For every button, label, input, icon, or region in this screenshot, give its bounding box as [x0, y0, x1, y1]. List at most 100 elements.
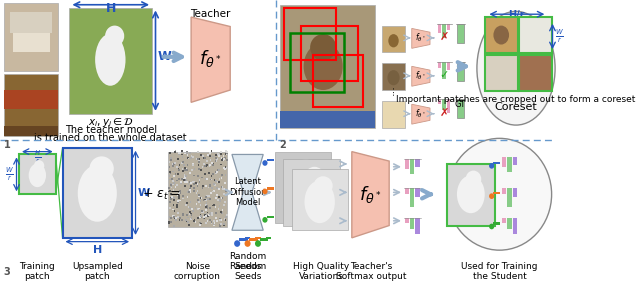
Bar: [196, 190, 198, 192]
Bar: [204, 165, 205, 167]
Bar: [196, 192, 197, 194]
Bar: [520, 17, 552, 53]
Bar: [209, 184, 211, 186]
Bar: [170, 197, 172, 199]
Bar: [410, 218, 414, 229]
Bar: [188, 183, 189, 185]
Bar: [172, 209, 174, 210]
Bar: [283, 159, 340, 226]
Bar: [173, 217, 175, 219]
Bar: [170, 201, 171, 203]
Bar: [205, 199, 207, 201]
Bar: [174, 162, 176, 164]
Bar: [197, 208, 199, 210]
Bar: [190, 218, 191, 220]
Bar: [200, 197, 202, 199]
Bar: [177, 216, 179, 218]
Bar: [186, 214, 188, 216]
Ellipse shape: [262, 189, 268, 194]
Bar: [205, 185, 207, 187]
Bar: [186, 152, 188, 154]
Ellipse shape: [296, 171, 326, 214]
Bar: [181, 162, 183, 164]
Bar: [213, 204, 215, 206]
Bar: [208, 172, 210, 174]
Bar: [168, 187, 170, 189]
Bar: [204, 217, 205, 219]
Bar: [218, 169, 220, 171]
Bar: [197, 151, 199, 153]
Bar: [225, 167, 227, 169]
Text: Noise
corruption: Noise corruption: [173, 261, 221, 281]
Ellipse shape: [105, 26, 124, 47]
Bar: [217, 181, 219, 183]
Bar: [179, 178, 180, 180]
Bar: [189, 212, 191, 213]
Text: $\frac{H}{r}$: $\frac{H}{r}$: [34, 149, 41, 166]
Bar: [172, 171, 174, 172]
Bar: [168, 221, 170, 223]
Ellipse shape: [305, 180, 335, 223]
Bar: [405, 159, 409, 169]
Bar: [210, 159, 211, 161]
Bar: [223, 167, 225, 169]
Bar: [223, 188, 225, 190]
Bar: [174, 151, 176, 153]
Bar: [189, 152, 191, 154]
Text: Random
Seeds: Random Seeds: [229, 261, 266, 281]
Bar: [172, 178, 173, 180]
Bar: [212, 223, 214, 225]
Polygon shape: [412, 28, 430, 48]
Bar: [10, 12, 52, 33]
Bar: [195, 221, 196, 223]
Bar: [170, 173, 172, 175]
Bar: [200, 197, 202, 199]
Bar: [191, 217, 193, 219]
Bar: [170, 193, 172, 195]
Bar: [182, 213, 184, 215]
Bar: [179, 190, 181, 192]
Bar: [198, 160, 200, 162]
Bar: [204, 214, 206, 216]
Bar: [199, 216, 201, 218]
Bar: [205, 206, 207, 208]
Text: 2: 2: [279, 140, 285, 150]
Bar: [168, 175, 170, 177]
Ellipse shape: [90, 156, 114, 181]
Bar: [196, 203, 197, 204]
Ellipse shape: [296, 159, 316, 178]
Bar: [223, 155, 224, 157]
Ellipse shape: [234, 240, 240, 247]
Bar: [405, 188, 409, 194]
Bar: [182, 214, 184, 216]
Text: W: W: [138, 188, 150, 198]
Bar: [216, 220, 218, 222]
Bar: [184, 176, 186, 178]
Bar: [220, 201, 221, 202]
Bar: [190, 157, 191, 159]
Bar: [198, 158, 200, 160]
Bar: [184, 167, 186, 169]
Bar: [382, 102, 405, 128]
Bar: [191, 185, 192, 187]
Bar: [513, 157, 517, 165]
Bar: [171, 186, 172, 188]
Bar: [197, 158, 199, 160]
Bar: [204, 199, 205, 201]
Bar: [180, 182, 182, 184]
Bar: [198, 181, 200, 183]
Bar: [210, 212, 212, 214]
Bar: [176, 180, 178, 182]
Bar: [217, 199, 219, 201]
Bar: [223, 224, 225, 226]
Bar: [206, 195, 208, 197]
Bar: [198, 194, 200, 196]
Bar: [206, 160, 207, 162]
Bar: [221, 174, 223, 175]
Text: GT: GT: [455, 100, 466, 109]
Bar: [221, 157, 222, 159]
Bar: [292, 169, 348, 230]
Bar: [192, 181, 194, 183]
Text: ···: ···: [388, 85, 399, 96]
Bar: [173, 216, 175, 218]
